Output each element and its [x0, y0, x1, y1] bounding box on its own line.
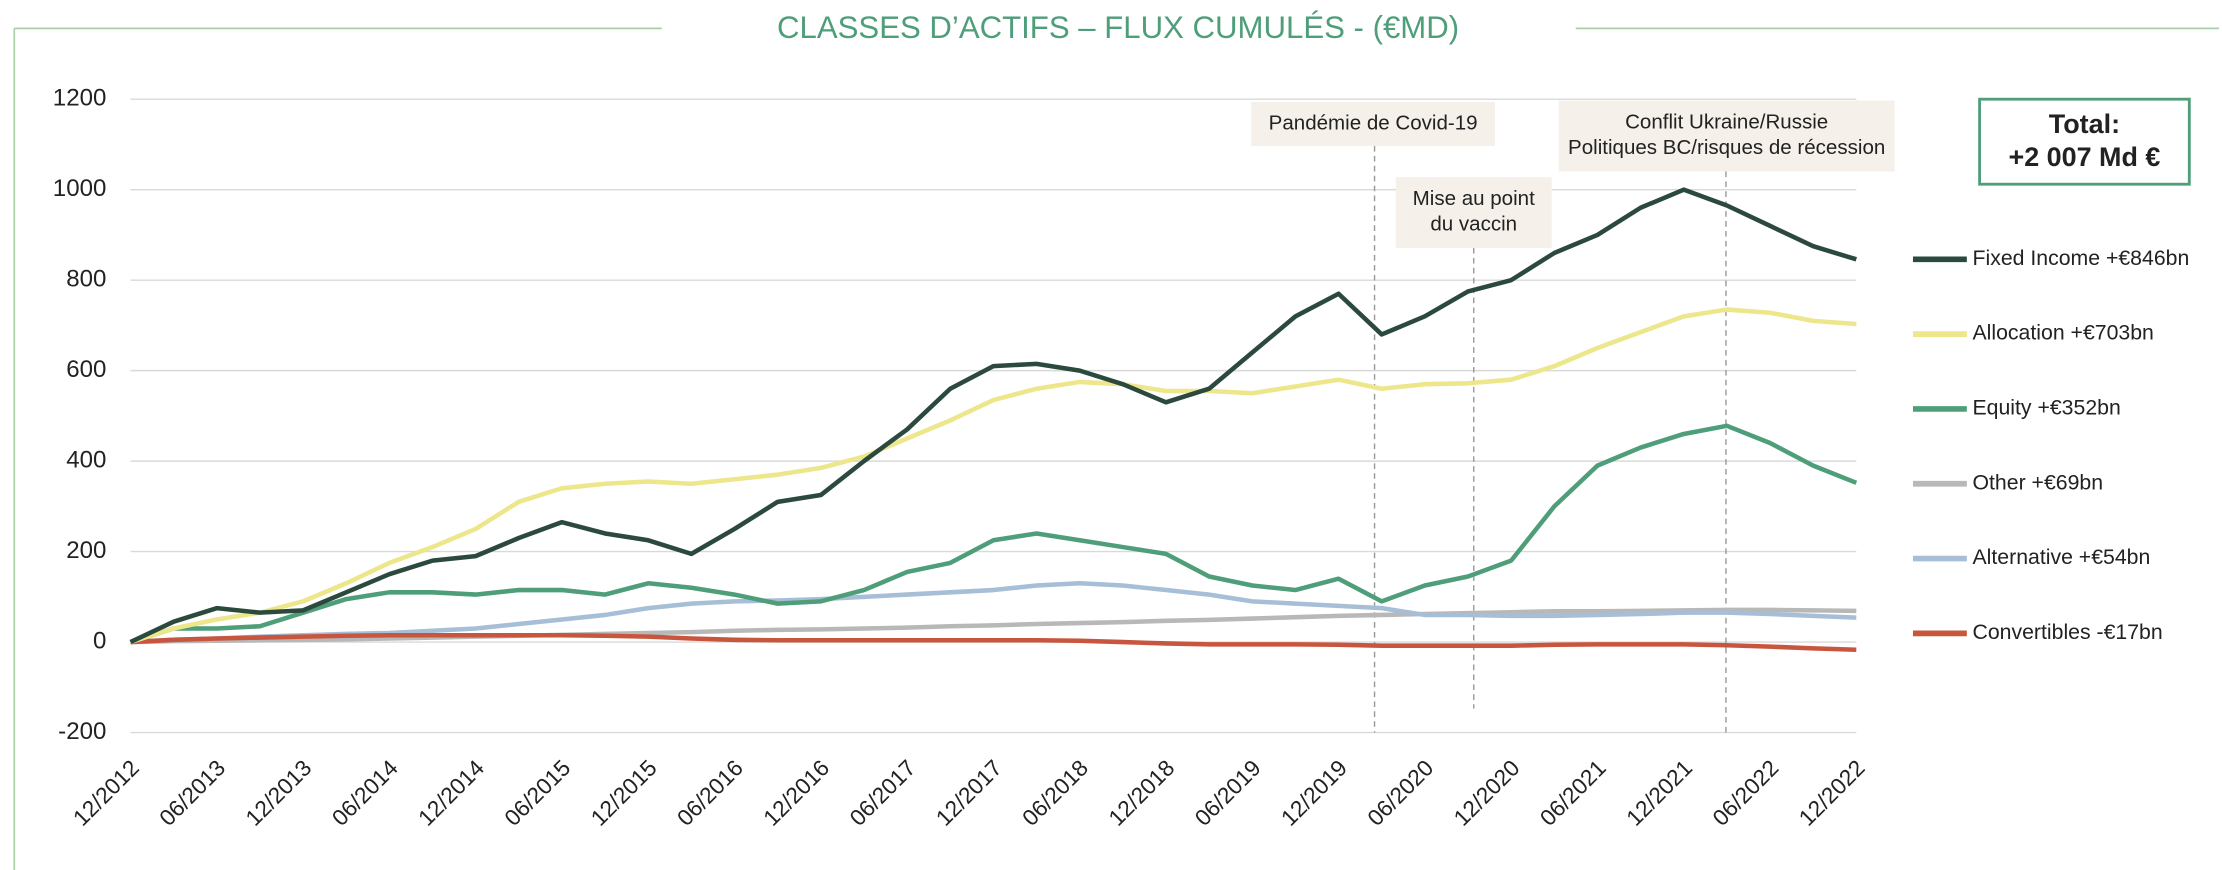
chart-title: CLASSES D’ACTIFS – FLUX CUMULÉS - (€MD) [777, 10, 1459, 45]
series-line [129, 187, 1857, 645]
series-line [130, 581, 1857, 645]
y-tick-label: 0 [93, 627, 106, 654]
annotation-box [1558, 100, 1895, 172]
x-tick-label: 12/2015 [585, 755, 661, 831]
annotation-text: du vaccin [1430, 213, 1517, 236]
total-value: +2 007 Md € [2009, 142, 2161, 172]
x-tick-label: 12/2019 [1276, 755, 1352, 831]
total-box [1978, 97, 2191, 186]
legend-label: Fixed Income +€846bn [1972, 246, 2189, 270]
series-line [130, 607, 1857, 645]
y-tick-label: 800 [66, 266, 106, 293]
x-tick-label: 12/2013 [240, 755, 316, 831]
legend-label: Other +€69bn [1972, 470, 2103, 494]
y-tick-label: 200 [66, 537, 106, 564]
legend-label: Alternative +€54bn [1972, 545, 2150, 569]
annotation-box [1251, 102, 1495, 146]
x-tick-label: 12/2021 [1621, 755, 1697, 831]
x-tick-label: 06/2014 [326, 755, 402, 831]
x-tick-label: 06/2021 [1535, 755, 1611, 831]
y-tick-label: 1200 [53, 85, 107, 112]
y-tick-label: 1000 [53, 175, 107, 202]
x-tick-label: 12/2020 [1448, 755, 1524, 831]
annotation-text: Conflit Ukraine/Russie [1625, 111, 1828, 134]
series-line [129, 423, 1858, 645]
legend-label: Allocation +€703bn [1972, 321, 2153, 345]
x-tick-label: 12/2022 [1793, 755, 1869, 831]
x-tick-label: 06/2020 [1362, 755, 1438, 831]
series-line [130, 633, 1857, 653]
x-tick-label: 12/2018 [1103, 755, 1179, 831]
legend-label: Convertibles -€17bn [1972, 620, 2162, 644]
x-tick-label: 12/2017 [931, 755, 1007, 831]
annotation-text: Politiques BC/risques de récession [1568, 136, 1885, 159]
y-tick-label: 400 [66, 446, 106, 473]
x-tick-label: 06/2013 [154, 755, 230, 831]
annotation-text: Pandémie de Covid-19 [1269, 111, 1478, 134]
x-tick-label: 12/2016 [758, 755, 834, 831]
x-tick-label: 12/2012 [68, 755, 144, 831]
annotation-text: Mise au point [1413, 187, 1535, 210]
annotation-box [1395, 177, 1552, 248]
x-tick-label: 06/2019 [1189, 755, 1265, 831]
legend-label: Equity +€352bn [1972, 396, 2120, 420]
total-label: Total: [2049, 109, 2120, 139]
y-tick-label: -200 [58, 718, 106, 745]
x-tick-label: 12/2014 [413, 755, 489, 831]
series-line [129, 307, 1857, 645]
x-tick-label: 06/2022 [1707, 755, 1783, 831]
x-tick-label: 06/2016 [672, 755, 748, 831]
x-tick-label: 06/2018 [1017, 755, 1093, 831]
x-tick-label: 06/2017 [844, 755, 920, 831]
y-tick-label: 600 [66, 356, 106, 383]
x-tick-label: 06/2015 [499, 755, 575, 831]
